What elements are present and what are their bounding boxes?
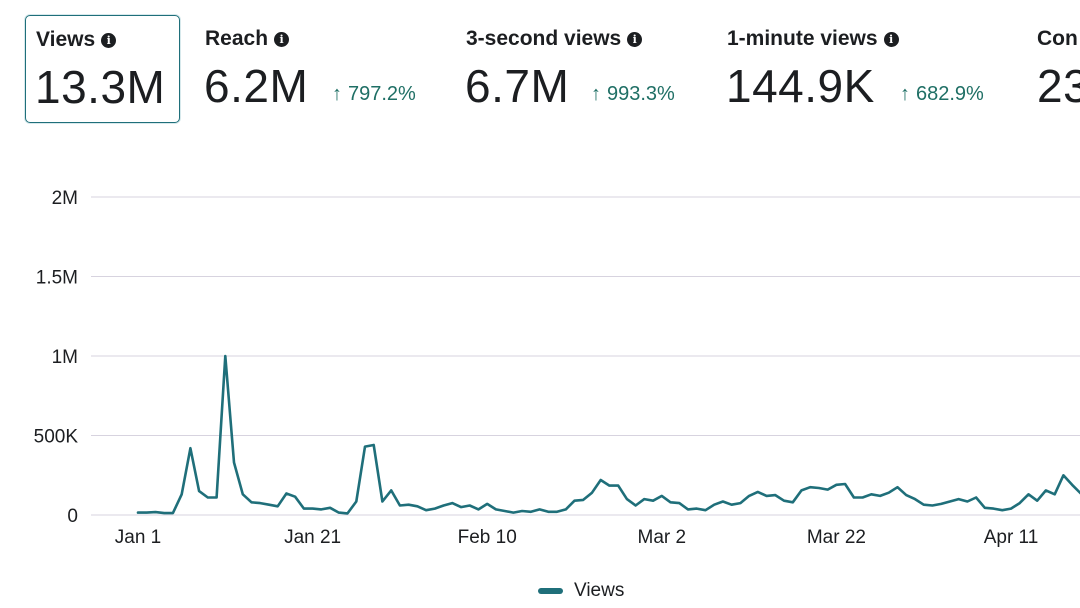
metric-label: 1-minute views i (727, 27, 899, 51)
metric-change-value: 993.3% (607, 83, 675, 105)
series-line-views (136, 354, 1080, 515)
metric-change-value: 682.9% (916, 83, 984, 105)
metric-label-text: 3-second views (466, 27, 622, 50)
metric-value: 144.9K (726, 60, 875, 112)
metric-change: ↑ 797.2% (332, 83, 416, 106)
metrics-bar: Views i 13.3M Reach i 6.2M ↑ 797.2% 3-secon… (0, 0, 1080, 140)
info-icon[interactable]: i (883, 32, 899, 47)
metric-card-reach[interactable]: Reach i 6.2M ↑ 797.2% (195, 15, 445, 123)
chart-legend[interactable]: Views (538, 579, 624, 603)
metric-label: Views i (36, 28, 117, 52)
y-tick-label: 1M (52, 347, 78, 368)
views-line-chart: 0 500K 1M 1.5M 2M Jan 1 Jan 21 Feb 10 Mar 2 Mar … (34, 188, 1080, 548)
metric-card-3-second-views[interactable]: 3-second views i 6.7M ↑ 993.3% (456, 15, 706, 123)
metric-label: 3-second views i (466, 27, 643, 51)
y-tick-label: 2M (52, 188, 78, 209)
metric-value: 23 (1037, 60, 1080, 112)
metric-label: Reach i (205, 27, 290, 51)
legend-swatch-views (538, 588, 563, 594)
metric-card-con[interactable]: Con 23 (1027, 15, 1080, 123)
x-tick-label: Feb 10 (458, 527, 517, 548)
x-tick-label: Jan 21 (284, 527, 341, 548)
metric-label-text: Reach (205, 27, 269, 50)
info-icon[interactable]: i (627, 32, 643, 47)
metric-value: 6.7M (465, 60, 570, 112)
arrow-up-icon: ↑ (332, 83, 342, 105)
x-tick-label: Apr 11 (984, 527, 1039, 548)
y-tick-label: 1.5M (36, 268, 78, 289)
y-tick-label: 500K (34, 427, 79, 448)
metric-label-text: Views (36, 28, 96, 51)
metric-change: ↑ 682.9% (900, 83, 984, 106)
metric-change: ↑ 993.3% (591, 83, 675, 106)
metric-value: 13.3M (35, 61, 166, 113)
metric-card-views[interactable]: Views i 13.3M (25, 15, 180, 123)
arrow-up-icon: ↑ (900, 83, 910, 105)
metric-card-1-minute-views[interactable]: 1-minute views i 144.9K ↑ 682.9% (717, 15, 1017, 123)
x-tick-label: Mar 2 (638, 527, 687, 548)
x-tick-label: Jan 1 (115, 527, 161, 548)
info-icon[interactable]: i (101, 33, 117, 48)
metric-label-text: 1-minute views (727, 27, 878, 50)
arrow-up-icon: ↑ (591, 83, 601, 105)
metric-value: 6.2M (204, 60, 309, 112)
y-tick-label: 0 (67, 506, 78, 527)
metric-label: Con (1037, 27, 1078, 50)
legend-label: Views (574, 580, 625, 601)
info-icon[interactable]: i (274, 32, 290, 47)
metric-change-value: 797.2% (348, 83, 416, 105)
x-tick-label: Mar 22 (807, 527, 866, 548)
